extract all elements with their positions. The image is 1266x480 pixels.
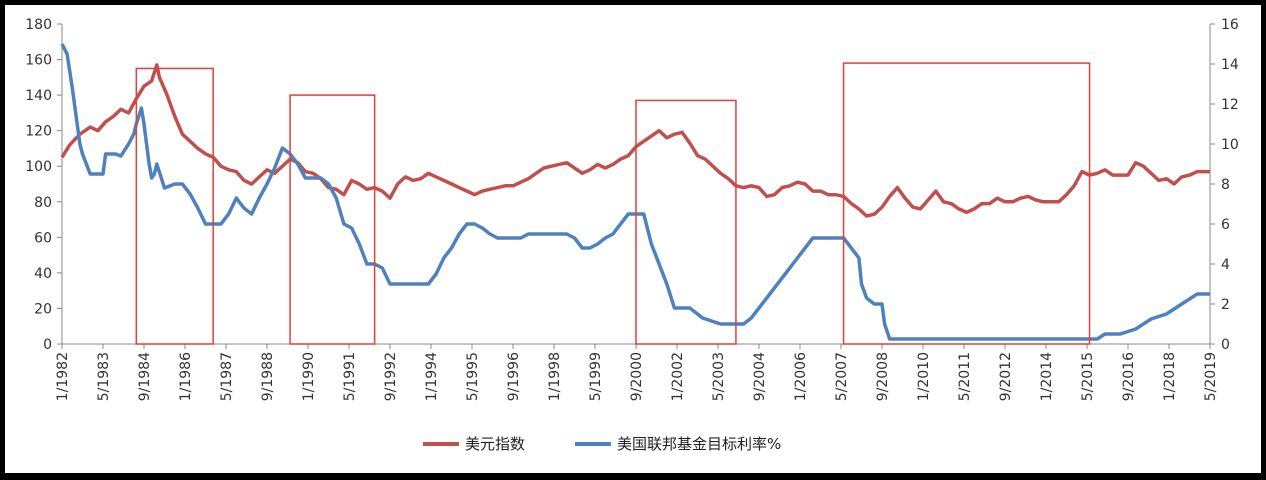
x-tick-label: 1/1998	[547, 352, 563, 401]
left-y-tick-label: 20	[34, 301, 52, 317]
x-tick-label: 1/1994	[424, 352, 440, 401]
left-y-tick-label: 40	[34, 266, 52, 282]
x-tick-label: 9/2008	[875, 352, 891, 401]
x-tick-label: 9/2004	[752, 352, 768, 401]
right-y-tick-label: 2	[1221, 297, 1230, 313]
x-tick-label: 1/2006	[793, 352, 809, 401]
legend: 美元指数 美国联邦基金目标利率%	[423, 435, 781, 453]
x-tick-label: 1/2010	[916, 352, 932, 401]
x-tick-label: 9/1992	[383, 352, 399, 401]
series-line-fed-rate	[60, 43, 1210, 341]
right-y-tick-label: 0	[1221, 337, 1230, 353]
x-tick-label: 9/2000	[629, 352, 645, 401]
left-y-tick-label: 120	[25, 124, 52, 140]
x-tick-label: 5/2011	[957, 352, 973, 401]
right-y-tick-label: 14	[1221, 57, 1239, 73]
right-y-tick-label: 12	[1221, 97, 1239, 113]
highlight-box	[635, 99, 737, 345]
x-tick-label: 1/2018	[1162, 352, 1178, 401]
left-y-tick-label: 100	[25, 159, 52, 175]
x-tick-label: 9/2012	[998, 352, 1014, 401]
right-y-tick-label: 10	[1221, 137, 1239, 153]
highlight-boxes-layer	[135, 62, 1091, 345]
dual-axis-line-chart: 0 20 40 60 80 100 120 140 160 180 0 2 4 6 8 10 12 14 16 1/1…	[25, 17, 1239, 453]
x-tick-label: 1/2002	[670, 352, 686, 401]
left-y-tick-label: 80	[34, 195, 52, 211]
x-tick-label: 5/2019	[1203, 352, 1219, 401]
right-y-tick-label: 8	[1221, 177, 1230, 193]
right-y-tick-label: 16	[1221, 17, 1239, 33]
legend-label-dollar-index: 美元指数	[465, 435, 525, 453]
x-tick-label: 1/1990	[301, 352, 317, 401]
axes-layer: 0 20 40 60 80 100 120 140 160 180 0 2 4 6 8 10 12 14 16 1/1…	[25, 17, 1239, 401]
x-tick-label: 5/1991	[342, 352, 358, 401]
left-y-tick-label: 60	[34, 230, 52, 246]
highlight-box	[289, 94, 376, 345]
highlight-box	[842, 62, 1091, 345]
x-tick-label: 5/2015	[1080, 352, 1096, 401]
left-y-tick-label: 0	[43, 337, 52, 353]
x-tick-label: 9/2016	[1121, 352, 1137, 401]
x-tick-label: 5/1983	[96, 352, 112, 401]
x-tick-label: 1/1982	[55, 352, 71, 401]
x-tick-label: 9/1988	[260, 352, 276, 401]
x-tick-label: 5/1987	[219, 352, 235, 401]
right-y-tick-label: 4	[1221, 257, 1230, 273]
left-y-tick-label: 140	[25, 88, 52, 104]
x-tick-label: 1/2014	[1039, 352, 1055, 401]
x-tick-label: 1/1986	[178, 352, 194, 401]
x-tick-label: 5/1995	[465, 352, 481, 401]
x-tick-label: 5/2003	[711, 352, 727, 401]
highlight-box	[135, 67, 214, 345]
legend-label-fed-rate: 美国联邦基金目标利率%	[617, 435, 781, 453]
x-tick-label: 5/2007	[834, 352, 850, 401]
x-tick-label: 9/1984	[137, 352, 153, 401]
x-tick-label: 5/1999	[588, 352, 604, 401]
chart-frame: 0 20 40 60 80 100 120 140 160 180 0 2 4 6 8 10 12 14 16 1/1…	[5, 5, 1261, 473]
left-y-tick-label: 180	[25, 17, 52, 33]
right-y-tick-label: 6	[1221, 217, 1230, 233]
x-tick-label: 9/1996	[506, 352, 522, 401]
left-y-tick-label: 160	[25, 53, 52, 69]
